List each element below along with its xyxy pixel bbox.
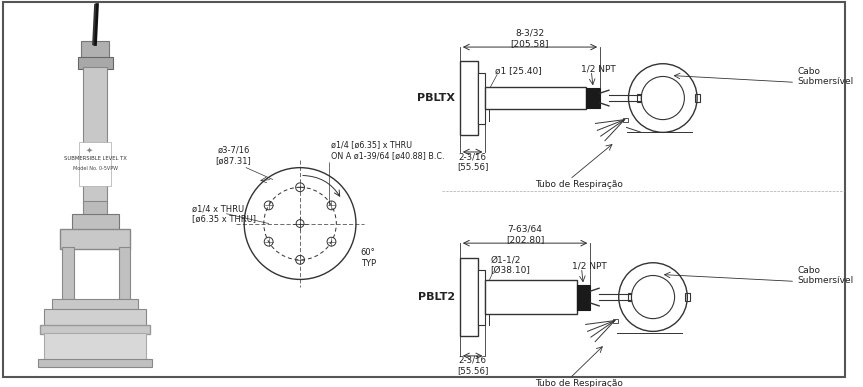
Text: ø1/4 [ø6.35] x THRU
ON A ø1-39/64 [ø40.88] B.C.: ø1/4 [ø6.35] x THRU ON A ø1-39/64 [ø40.8… [331,140,445,160]
Bar [586,88,600,108]
Bar [72,214,119,231]
Bar [460,61,477,135]
Text: ø1/4 x THRU
[ø6.35 x THRU]: ø1/4 x THRU [ø6.35 x THRU] [192,204,256,223]
Bar [696,94,700,102]
Bar [460,258,477,336]
Bar [119,247,130,301]
Bar [627,293,632,301]
Text: 7-63/64
[202.80]: 7-63/64 [202.80] [506,224,545,244]
Text: Tubo de Respiração: Tubo de Respiração [536,180,623,189]
Bar [84,67,107,204]
Bar [613,319,618,322]
Bar [485,87,586,109]
Bar [62,247,73,301]
Text: PBLT2: PBLT2 [418,292,455,302]
Text: Cabo
Submersível: Cabo Submersível [797,67,854,86]
Bar [622,118,627,122]
Text: 1/2 NPT: 1/2 NPT [582,64,616,73]
Text: Cabo
Submersível: Cabo Submersível [797,266,854,285]
Text: 2-3/16
[55.56]: 2-3/16 [55.56] [457,152,488,171]
Bar [576,285,590,310]
Text: 60°
TYP: 60° TYP [361,248,376,267]
Text: Ø1-1/2
[Ø38.10]: Ø1-1/2 [Ø38.10] [490,256,530,276]
Bar [78,57,113,68]
Bar [44,309,146,327]
Text: Tubo de Respiração: Tubo de Respiração [536,379,623,387]
Text: Model No. 0-5VPW: Model No. 0-5VPW [72,166,117,171]
Text: 1/2 NPT: 1/2 NPT [571,261,607,270]
Text: 8-3/32
[205.58]: 8-3/32 [205.58] [511,29,549,48]
Bar [81,41,109,59]
Bar [485,281,576,314]
Bar [6,5,185,375]
Bar [52,299,138,311]
Bar [685,293,690,301]
Bar [79,142,110,186]
Text: ø1 [25.40]: ø1 [25.40] [495,66,542,75]
Bar [60,229,130,249]
Text: ✦: ✦ [85,146,93,154]
Text: PBLTX: PBLTX [417,93,455,103]
Text: 2-3/16
[55.56]: 2-3/16 [55.56] [457,356,488,375]
Bar [84,201,107,216]
Bar [38,359,152,366]
Bar [638,94,641,102]
Text: ø3-7/16
[ø87.31]: ø3-7/16 [ø87.31] [216,145,251,165]
Bar [41,325,150,334]
Text: SUBMERSIBLE LEVEL TX: SUBMERSIBLE LEVEL TX [64,156,127,161]
Bar [477,270,485,325]
Bar [477,72,485,123]
Bar [44,333,146,361]
